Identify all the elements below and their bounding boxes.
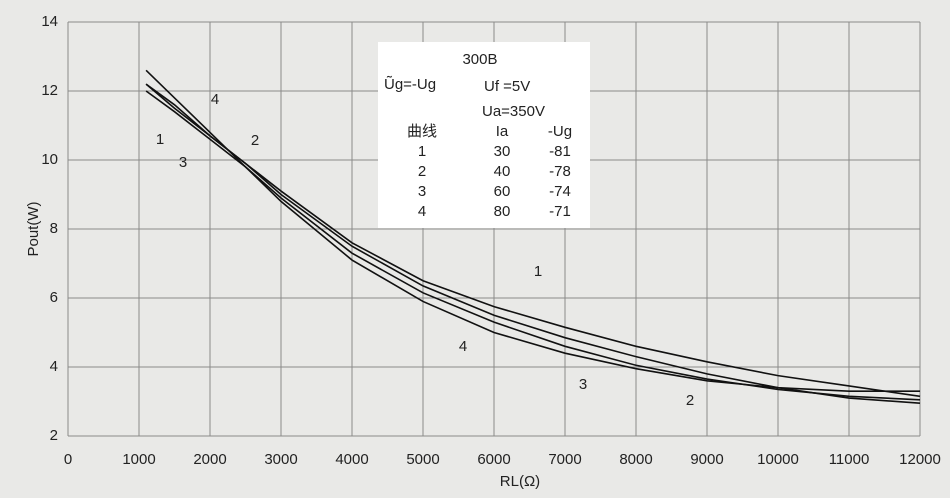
y-tick-label: 12	[41, 82, 58, 99]
ua-label: Ua=350V	[482, 103, 545, 120]
x-tick-label: 7000	[548, 451, 581, 468]
y-tick-label: 4	[50, 358, 58, 375]
table-cell: -74	[549, 183, 571, 200]
curve-label: 3	[179, 154, 187, 171]
x-tick-label: 10000	[757, 451, 799, 468]
param-table: 曲线 Ia -Ug 1 30 -81 2 40 -78 3 60 -74 4 80 -71	[407, 123, 572, 220]
x-tick-label: 11000	[829, 451, 870, 468]
plot: 1 1 2 2 3 3 4 4	[145, 69, 921, 409]
table-cell: 80	[494, 203, 511, 220]
table-cell: 60	[494, 183, 511, 200]
y-tick-label: 8	[50, 220, 58, 237]
table-cell: 40	[494, 163, 511, 180]
curve-label: 3	[579, 376, 587, 393]
legend-box	[378, 42, 590, 228]
y-tick-label: 2	[50, 427, 58, 444]
uf-label: Uf =5V	[484, 78, 530, 95]
curve-label: 2	[686, 392, 694, 409]
x-tick-label: 3000	[264, 451, 297, 468]
x-tick-label: 12000	[899, 451, 941, 468]
curve-label: 2	[251, 132, 259, 149]
curve-label: 1	[534, 263, 542, 280]
curve-label: 4	[459, 338, 467, 355]
ug-label: Ũg=-Ug	[384, 76, 436, 93]
x-axis-label: RL(Ω)	[500, 473, 540, 490]
x-tick-label: 6000	[477, 451, 510, 468]
table-cell: 2	[418, 163, 426, 180]
table-cell: 1	[418, 143, 426, 160]
table-cell: 4	[418, 203, 426, 220]
curve-label: 1	[156, 131, 164, 148]
x-tick-label: 2000	[193, 451, 226, 468]
table-header: 曲线	[407, 123, 437, 140]
curve	[145, 83, 921, 405]
table-header: Ia	[496, 123, 509, 140]
tube-label: 300B	[462, 51, 497, 68]
table-cell: 30	[494, 143, 511, 160]
x-tick-label: 4000	[335, 451, 368, 468]
x-tick-label: 8000	[619, 451, 652, 468]
x-tick-label: 9000	[690, 451, 723, 468]
y-tick-label: 6	[50, 289, 58, 306]
curve	[145, 90, 921, 401]
table-header: -Ug	[548, 123, 572, 140]
table-cell: -78	[549, 163, 571, 180]
table-cell: 3	[418, 183, 426, 200]
curve-label: 4	[211, 91, 219, 108]
x-tick-label: 1000	[122, 451, 155, 468]
table-cell: -81	[549, 143, 571, 160]
curve	[145, 69, 920, 392]
table-cell: -71	[549, 203, 571, 220]
y-tick-label: 14	[41, 13, 58, 30]
x-tick-label: 0	[64, 451, 72, 468]
y-axis-label: Pout(W)	[25, 201, 42, 256]
y-tick-label: 10	[41, 151, 58, 168]
x-tick-label: 5000	[406, 451, 439, 468]
